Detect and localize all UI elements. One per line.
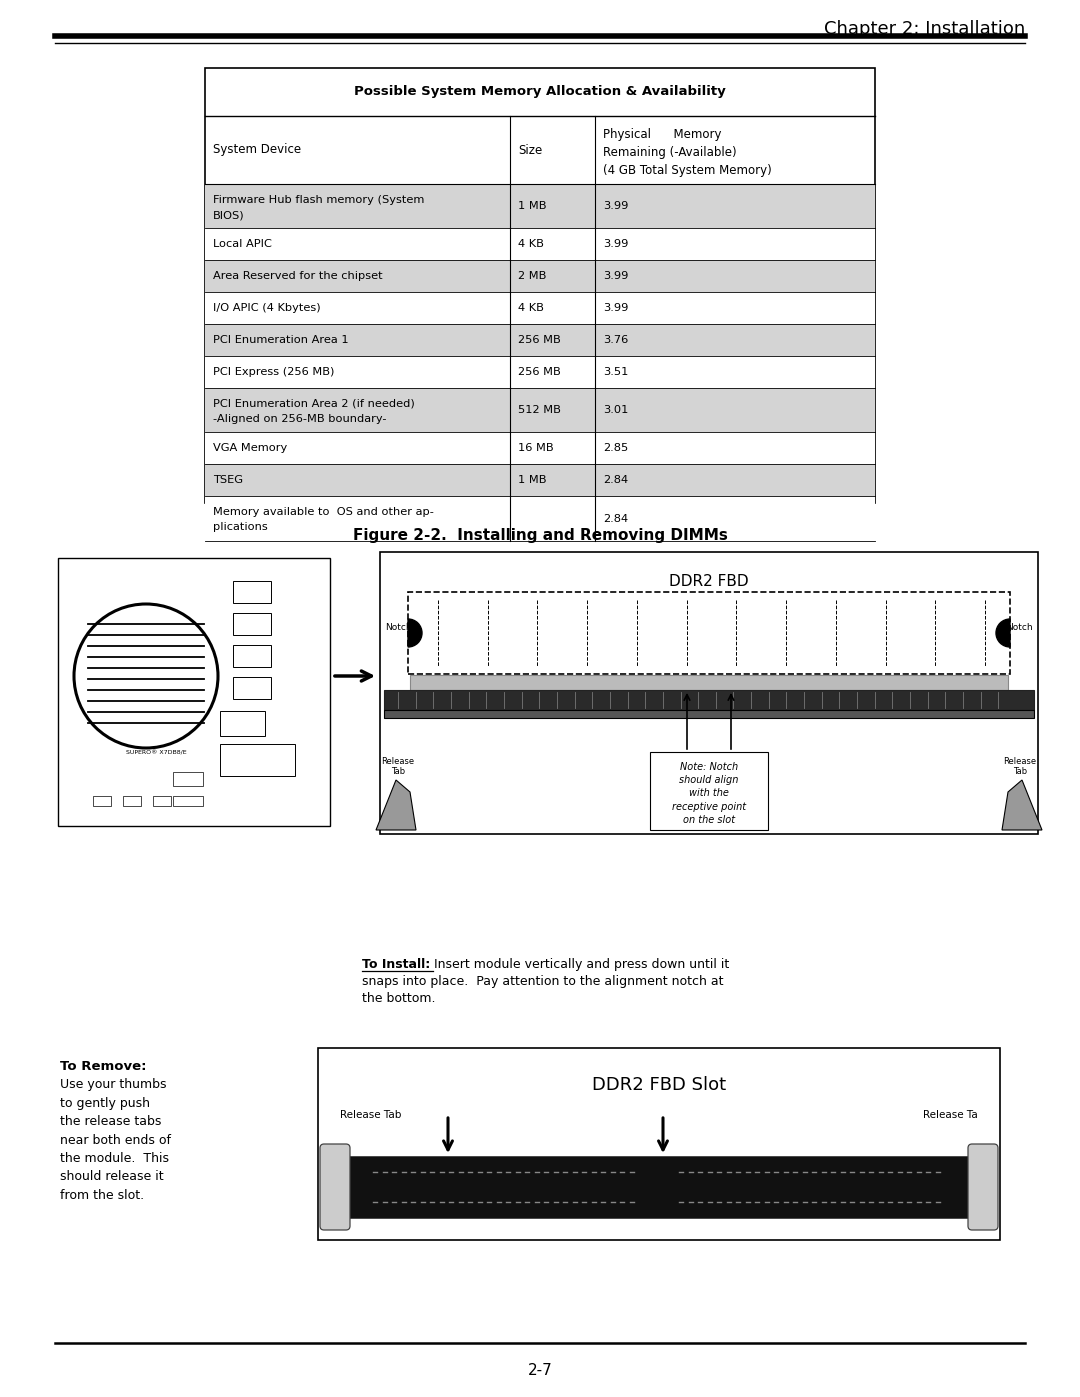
Text: 3.99: 3.99 bbox=[603, 271, 629, 281]
Bar bbox=[410, 675, 1008, 690]
Wedge shape bbox=[996, 619, 1010, 647]
Bar bbox=[173, 796, 203, 806]
Text: Firmware Hub flash memory (System: Firmware Hub flash memory (System bbox=[213, 196, 424, 205]
Bar bbox=[650, 752, 768, 830]
Text: 3.99: 3.99 bbox=[603, 239, 629, 249]
Text: 4 KB: 4 KB bbox=[518, 303, 544, 313]
Bar bbox=[205, 292, 875, 324]
Text: Note: Notch
should align
with the
receptive point
on the slot: Note: Notch should align with the recept… bbox=[672, 761, 746, 824]
Text: Release Ta: Release Ta bbox=[923, 1111, 978, 1120]
Text: BIOS): BIOS) bbox=[213, 210, 245, 219]
Bar bbox=[205, 496, 875, 541]
Text: System Device: System Device bbox=[213, 144, 301, 156]
Polygon shape bbox=[376, 780, 416, 830]
Text: 2.84: 2.84 bbox=[603, 514, 629, 524]
Bar bbox=[233, 678, 271, 698]
Text: Insert module vertically and press down until it: Insert module vertically and press down … bbox=[434, 958, 729, 971]
Text: PCI Enumeration Area 2 (if needed): PCI Enumeration Area 2 (if needed) bbox=[213, 400, 415, 409]
Text: Use your thumbs
to gently push
the release tabs
near both ends of
the module.  T: Use your thumbs to gently push the relea… bbox=[60, 1078, 171, 1201]
Text: 16 MB: 16 MB bbox=[518, 443, 554, 453]
Text: PCI Enumeration Area 1: PCI Enumeration Area 1 bbox=[213, 335, 349, 345]
Text: Chapter 2: Installation: Chapter 2: Installation bbox=[824, 20, 1025, 38]
Text: Release Tab: Release Tab bbox=[340, 1111, 402, 1120]
Bar bbox=[384, 710, 1034, 718]
Text: To Remove:: To Remove: bbox=[60, 1060, 147, 1073]
Text: 1 MB: 1 MB bbox=[518, 475, 546, 485]
Text: Notch: Notch bbox=[1005, 623, 1032, 633]
Bar bbox=[93, 796, 111, 806]
Bar bbox=[58, 557, 330, 826]
Bar bbox=[220, 711, 265, 736]
Text: Notch: Notch bbox=[386, 623, 411, 633]
Text: plications: plications bbox=[213, 522, 268, 532]
Text: Memory available to  OS and other ap-: Memory available to OS and other ap- bbox=[213, 507, 434, 517]
Text: 2.84: 2.84 bbox=[603, 475, 629, 485]
Text: 4 KB: 4 KB bbox=[518, 239, 544, 249]
Bar bbox=[220, 745, 295, 775]
Text: 256 MB: 256 MB bbox=[518, 367, 561, 377]
Text: Remaining (-Available): Remaining (-Available) bbox=[603, 147, 737, 159]
Bar bbox=[384, 690, 1034, 710]
Bar bbox=[233, 581, 271, 604]
Bar bbox=[123, 796, 141, 806]
Text: DDR2 FBD: DDR2 FBD bbox=[670, 574, 748, 590]
Bar bbox=[380, 552, 1038, 834]
Text: Area Reserved for the chipset: Area Reserved for the chipset bbox=[213, 271, 382, 281]
Bar bbox=[205, 260, 875, 292]
Text: 3.99: 3.99 bbox=[603, 303, 629, 313]
Text: TSEG: TSEG bbox=[213, 475, 243, 485]
Text: DDR2 FBD Slot: DDR2 FBD Slot bbox=[592, 1076, 726, 1094]
Text: 2-7: 2-7 bbox=[528, 1363, 552, 1377]
Text: 3.99: 3.99 bbox=[603, 201, 629, 211]
Text: Figure 2-2.  Installing and Removing DIMMs: Figure 2-2. Installing and Removing DIMM… bbox=[352, 528, 728, 543]
Text: Possible System Memory Allocation & Availability: Possible System Memory Allocation & Avai… bbox=[354, 85, 726, 99]
Bar bbox=[346, 1155, 972, 1218]
Bar bbox=[233, 613, 271, 636]
Bar bbox=[205, 184, 875, 228]
Bar bbox=[205, 464, 875, 496]
FancyBboxPatch shape bbox=[968, 1144, 998, 1229]
Bar bbox=[153, 796, 171, 806]
Text: I/O APIC (4 Kbytes): I/O APIC (4 Kbytes) bbox=[213, 303, 321, 313]
FancyBboxPatch shape bbox=[320, 1144, 350, 1229]
Text: 3.51: 3.51 bbox=[603, 367, 629, 377]
Text: 3.76: 3.76 bbox=[603, 335, 629, 345]
Text: snaps into place.  Pay attention to the alignment notch at: snaps into place. Pay attention to the a… bbox=[362, 975, 724, 988]
Text: 2.85: 2.85 bbox=[603, 443, 629, 453]
Bar bbox=[205, 432, 875, 464]
Bar bbox=[205, 324, 875, 356]
Bar bbox=[408, 592, 1010, 673]
Text: -Aligned on 256-MB boundary-: -Aligned on 256-MB boundary- bbox=[213, 414, 387, 425]
Text: Physical      Memory: Physical Memory bbox=[603, 129, 721, 141]
Text: 3.01: 3.01 bbox=[603, 405, 629, 415]
Bar bbox=[205, 388, 875, 432]
Wedge shape bbox=[408, 619, 422, 647]
Text: SUPERO® X7DB8/E: SUPERO® X7DB8/E bbox=[126, 750, 187, 756]
Text: Release
Tab: Release Tab bbox=[381, 757, 415, 777]
Bar bbox=[205, 68, 875, 503]
Text: To Install:: To Install: bbox=[362, 958, 430, 971]
Text: 2 MB: 2 MB bbox=[518, 271, 546, 281]
Text: PCI Express (256 MB): PCI Express (256 MB) bbox=[213, 367, 335, 377]
Text: Local APIC: Local APIC bbox=[213, 239, 272, 249]
Bar bbox=[205, 356, 875, 388]
Text: Size: Size bbox=[518, 144, 542, 156]
Polygon shape bbox=[1002, 780, 1042, 830]
Bar bbox=[173, 773, 203, 787]
Text: the bottom.: the bottom. bbox=[362, 992, 435, 1004]
Text: 1 MB: 1 MB bbox=[518, 201, 546, 211]
Text: VGA Memory: VGA Memory bbox=[213, 443, 287, 453]
Bar bbox=[205, 228, 875, 260]
Text: 512 MB: 512 MB bbox=[518, 405, 561, 415]
Text: (4 GB Total System Memory): (4 GB Total System Memory) bbox=[603, 163, 772, 177]
Bar bbox=[318, 1048, 1000, 1241]
Text: 256 MB: 256 MB bbox=[518, 335, 561, 345]
Bar bbox=[233, 645, 271, 666]
Text: Release
Tab: Release Tab bbox=[1003, 757, 1037, 777]
